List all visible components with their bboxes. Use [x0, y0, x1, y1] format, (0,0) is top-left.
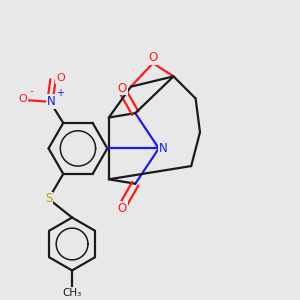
- Text: S: S: [45, 192, 52, 206]
- Text: O: O: [117, 202, 127, 215]
- Text: O: O: [148, 51, 158, 64]
- Text: O: O: [56, 73, 65, 83]
- Text: +: +: [56, 88, 64, 98]
- Text: N: N: [47, 95, 56, 108]
- Text: N: N: [159, 142, 168, 155]
- Text: -: -: [29, 86, 33, 96]
- Text: CH₃: CH₃: [62, 288, 82, 298]
- Text: O: O: [117, 82, 127, 94]
- Text: O: O: [19, 94, 27, 104]
